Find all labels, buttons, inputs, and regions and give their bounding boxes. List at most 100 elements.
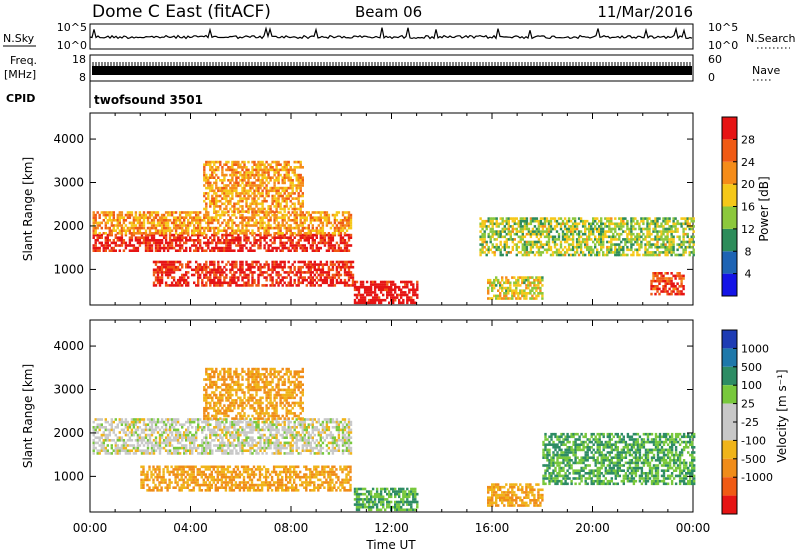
echo-cell-0 [255, 233, 258, 237]
echo-cell-0 [96, 426, 99, 429]
echo-cell-6 [535, 235, 539, 239]
echo-cell-0 [237, 431, 240, 434]
echo-cell-0 [130, 420, 134, 424]
echo-cell-4 [404, 293, 407, 297]
echo-cell-2 [271, 197, 274, 200]
echo-cell-2 [293, 160, 296, 164]
echo-cell-0 [315, 244, 318, 247]
echo-cell-6 [588, 245, 591, 249]
echo-cell-2 [227, 160, 230, 164]
echo-cell-0 [235, 428, 238, 432]
echo-cell-3 [211, 281, 214, 285]
nsky-tick-bottom-right: 10^0 [708, 39, 738, 52]
echo-cell-6 [527, 251, 531, 254]
echo-cell-6 [666, 245, 669, 249]
echo-cell-2 [211, 171, 214, 174]
echo-cell-0 [168, 246, 172, 250]
echo-cell-0 [229, 423, 232, 426]
echo-cell-0 [166, 246, 170, 250]
echo-cell-1 [297, 229, 300, 232]
echo-cell-6 [684, 222, 687, 226]
echo-cell-0 [142, 444, 146, 447]
echo-cell-0 [247, 449, 250, 452]
echo-cell-0 [241, 431, 244, 434]
echo-cell-1 [158, 232, 162, 235]
echo-cell-6 [690, 251, 693, 254]
echo-cell-2 [277, 192, 280, 195]
echo-cell-3 [203, 268, 206, 272]
echo-cell-0 [285, 246, 288, 250]
echo-cell-2 [215, 179, 218, 182]
echo-cell-1 [189, 224, 192, 227]
echo-cell-0 [281, 236, 284, 239]
echo-cell-1 [327, 219, 331, 222]
echo-cell-2 [299, 186, 302, 190]
echo-cell-6 [642, 217, 645, 220]
echo-cell-6 [642, 219, 645, 223]
echo-cell-0 [239, 246, 242, 250]
echo-cell-0 [176, 233, 180, 237]
echo-cell-3 [231, 278, 234, 282]
echo-cell-0 [178, 249, 182, 252]
echo-cell-5 [533, 286, 536, 290]
echo-cell-3 [211, 260, 214, 264]
echo-cell-3 [205, 268, 208, 272]
echo-cell-3 [325, 263, 329, 266]
echo-cell-4 [412, 301, 415, 305]
echo-cell-6 [614, 227, 617, 231]
echo-cell-1 [132, 229, 136, 232]
echo-cell-6 [575, 227, 579, 231]
echo-cell-1 [315, 226, 318, 230]
echo-cell-6 [537, 227, 541, 231]
echo-cell-1 [323, 213, 327, 217]
echo-cell-2 [247, 192, 250, 195]
echo-cell-2 [251, 192, 254, 195]
echo-cell-1 [160, 216, 164, 219]
echo-cell-6 [525, 243, 529, 246]
echo-cell-4 [359, 283, 363, 286]
echo-cell-6 [483, 232, 486, 236]
echo-cell-0 [98, 452, 101, 455]
echo-cell-6 [565, 240, 569, 244]
echo-cell-6 [501, 235, 504, 239]
echo-cell-3 [285, 276, 288, 279]
echo-cell-0 [213, 444, 216, 447]
echo-cell-3 [197, 271, 200, 274]
echo-cell-0 [267, 244, 270, 247]
echo-cell-2 [207, 197, 210, 200]
echo-cell-2 [225, 160, 228, 164]
echo-cell-0 [160, 246, 164, 250]
echo-cell-2 [227, 210, 230, 213]
echo-cell-2 [277, 199, 280, 203]
echo-cell-1 [241, 216, 244, 219]
echo-cell-0 [343, 246, 347, 250]
echo-cell-3 [156, 273, 160, 277]
echo-cell-1 [347, 211, 351, 214]
echo-cell-6 [650, 222, 653, 226]
echo-cell-4 [392, 301, 395, 305]
echo-cell-6 [612, 238, 615, 241]
echo-cell-3 [293, 278, 296, 282]
echo-cell-0 [144, 433, 148, 437]
echo-cell-6 [515, 227, 518, 231]
echo-cell-6 [636, 253, 639, 257]
echo-cell-0 [126, 444, 130, 447]
echo-cell-5 [491, 284, 494, 287]
echo-cell-6 [535, 245, 539, 249]
echo-cell-2 [275, 192, 278, 195]
echo-cell-3 [275, 260, 278, 264]
echo-cell-5 [515, 292, 518, 295]
echo-cell-6 [598, 225, 601, 228]
echo-cell-6 [686, 240, 689, 244]
echo-cell-2 [289, 186, 292, 190]
echo-cell-0 [331, 239, 335, 242]
echo-cell-4 [386, 293, 389, 297]
echo-cell-7 [670, 285, 673, 288]
echo-cell-2 [251, 173, 254, 177]
echo-cell-1 [142, 211, 146, 214]
echo-cell-0 [164, 449, 168, 452]
echo-cell-2 [213, 192, 216, 195]
echo-cell-3 [245, 281, 248, 285]
echo-cell-6 [650, 243, 653, 246]
echo-cell-5 [537, 294, 540, 298]
